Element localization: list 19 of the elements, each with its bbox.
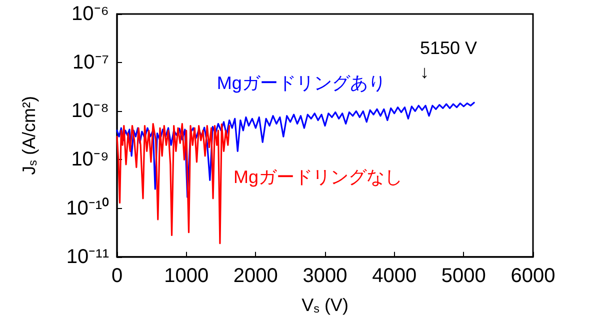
y-tick-label: 10⁻¹⁰ [66,196,109,220]
y-tick-label: 10⁻⁶ [72,3,109,25]
line-series [116,102,475,198]
y-tick-label: 10⁻⁸ [71,100,109,122]
x-tick-label: 6000 [510,264,556,287]
series-label: Mgガードリングあり [216,72,386,93]
x-tick-label: 5000 [441,264,486,287]
y-tick-label: 10⁻⁹ [71,148,109,171]
annotation: 5150 V ↓ [420,38,478,82]
y-axis-title: Js (A/cm²) [18,96,40,175]
x-tick-label: 1000 [164,264,209,287]
y-tick-label: 10⁻¹¹ [66,246,110,268]
x-tick-label: 3000 [302,264,348,287]
series-label: Mgガードリングなし [233,166,402,187]
y-tick-label: 10⁻⁷ [72,52,109,74]
x-tick-label: 0 [111,264,123,287]
x-tick-label: 2000 [233,264,278,287]
line-series [116,122,230,244]
x-tick-label: 4000 [372,264,417,287]
